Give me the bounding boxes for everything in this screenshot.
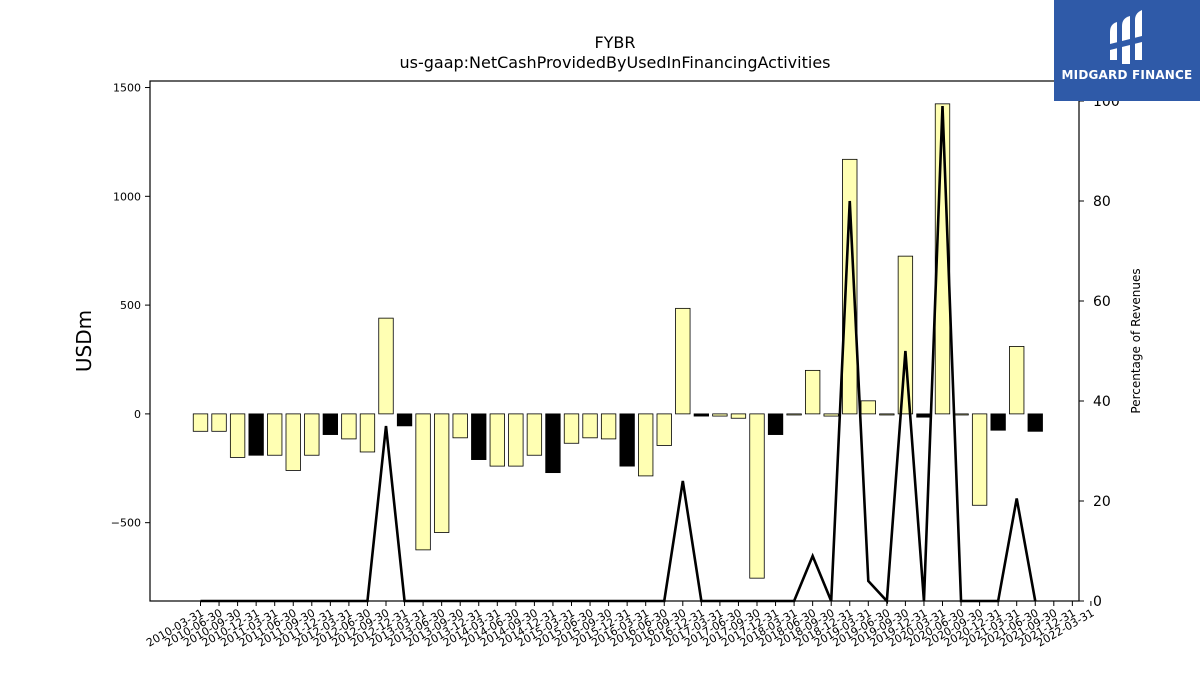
chart-title: FYBR [594,33,635,52]
bar [916,413,932,418]
y-axis-label: USDm [72,310,96,372]
bar [879,413,895,416]
y2-tick-label: 0 [1093,594,1102,610]
y2-tick-label: 80 [1093,194,1111,210]
bar [526,413,543,456]
bar [267,413,283,456]
bar [823,413,839,417]
y-tick-label: 1000 [113,190,141,203]
bar [675,307,691,415]
bar [749,413,765,579]
bar [229,413,246,458]
bar [730,413,747,419]
bar [990,413,1006,431]
bar [1009,346,1025,415]
bar [359,413,376,453]
y2-tick-label: 60 [1093,294,1111,310]
bar [767,413,784,435]
bar [971,413,988,506]
bar [638,413,654,477]
y2-tick-label: 40 [1093,394,1111,410]
midgard-logo-icon [1110,10,1142,64]
bar [1027,413,1043,432]
bar [433,413,450,533]
y-tick-label: 500 [120,299,141,312]
bar [396,413,413,427]
bar [415,413,431,551]
brand-logo: MIDGARD FINANCE [1054,0,1200,101]
bar [304,413,320,456]
y-tick-label: −500 [111,517,141,530]
plot-frame [149,80,1080,602]
bar [656,413,672,446]
bar [248,413,264,456]
bar [192,413,209,432]
chart-subtitle: us-gaap:NetCashProvidedByUsedInFinancing… [399,53,830,72]
y-tick-label: 1500 [113,82,141,95]
bar [897,255,914,415]
plot-area: −5000500100015000204060801002010-03-3120… [111,82,1120,650]
logo-text: MIDGARD FINANCE [1061,68,1193,82]
bar [211,413,227,432]
bar [600,413,617,440]
bar [563,413,580,444]
bar [805,369,821,415]
bar [842,158,858,415]
bar [953,413,969,416]
y2-tick-label: 20 [1093,494,1111,510]
bar [489,413,505,467]
bar [508,413,524,467]
bar [619,413,635,467]
bar [860,400,876,415]
y-tick-label: 0 [134,408,141,421]
bar [712,413,728,417]
y2-axis-label: Percentage of Revenues [1129,268,1143,413]
bar [693,413,709,417]
bar [452,413,468,439]
bar [545,413,561,474]
bar [285,413,301,471]
bar [582,413,598,439]
bar [786,413,802,416]
bar [378,317,394,415]
bar [471,413,487,460]
bar [341,413,357,440]
bar [322,413,339,435]
